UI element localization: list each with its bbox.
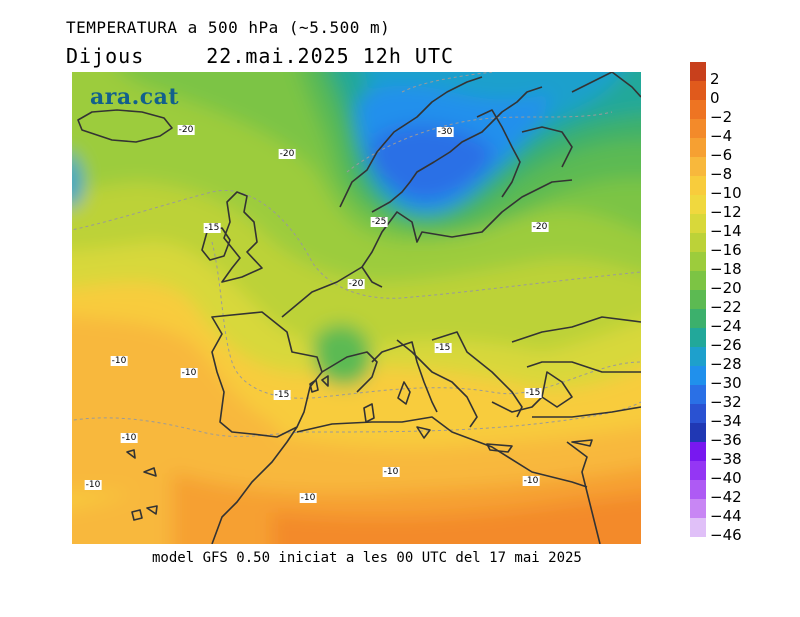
temperature-map: ara.cat -20 -20 -30 -25 -15 -20 -20 -15 … [72,72,641,544]
contour-label: -10 [522,476,540,486]
legend-label: −24 [710,317,742,335]
contour-label: -10 [110,356,128,366]
legend-swatch [690,385,706,404]
legend-label: −26 [710,336,742,354]
contour-label: -15 [524,388,542,398]
legend-swatch [690,81,706,100]
legend-swatch [690,157,706,176]
legend-swatch [690,233,706,252]
legend-swatch [690,252,706,271]
contour-label: -10 [180,368,198,378]
legend-swatch [690,119,706,138]
legend-label: −32 [710,393,742,411]
legend-swatch [690,138,706,157]
legend-label: −18 [710,260,742,278]
forecast-day: Dijous [66,44,145,68]
map-field [72,72,641,544]
legend-label: −30 [710,374,742,392]
dashed-isotherms [72,72,641,437]
legend-label: −22 [710,298,742,316]
legend-label: −4 [710,127,733,145]
model-info: model GFS 0.50 iniciat a les 00 UTC del … [152,550,582,566]
legend-label: −14 [710,222,742,240]
contour-label: -10 [120,433,138,443]
color-scale-labels: 2 0 −2 −4 −6 −8 −10 −12 −14 −16 −18 −20 −22 −24 −26 −28… [710,70,742,545]
contour-label: -20 [347,279,365,289]
contour-label: -20 [177,125,195,135]
map-title: TEMPERATURA a 500 hPa (~5.500 m) [66,18,391,37]
legend-label: −2 [710,108,733,126]
map-datetime: Dijous 22.mai.2025 12h UTC [66,44,454,68]
contour-label: -20 [278,149,296,159]
legend-label: −16 [710,241,742,259]
legend-swatch [690,518,706,537]
contour-label: -25 [370,217,388,227]
contour-label: -15 [273,390,291,400]
contour-label: -10 [382,467,400,477]
legend-swatch [690,176,706,195]
contour-label: -20 [531,222,549,232]
legend-swatch [690,461,706,480]
legend-label: −44 [710,507,742,525]
legend-label: −10 [710,184,742,202]
forecast-time: 22.mai.2025 12h UTC [206,44,455,68]
contour-label: -15 [434,343,452,353]
legend-label: −12 [710,203,742,221]
legend-label: −28 [710,355,742,373]
legend-swatch [690,271,706,290]
legend-label: 0 [710,89,720,107]
legend-swatch [690,423,706,442]
legend-label: −46 [710,526,742,544]
color-scale-bar [690,62,706,537]
legend-swatch [690,480,706,499]
temperature-field [72,72,641,544]
contour-label: -15 [203,223,221,233]
legend-label: −20 [710,279,742,297]
contour-label: -10 [84,480,102,490]
legend-label: −40 [710,469,742,487]
legend-swatch [690,214,706,233]
legend-swatch [690,309,706,328]
legend-swatch [690,404,706,423]
legend-swatch [690,290,706,309]
legend-swatch [690,100,706,119]
legend-swatch [690,442,706,461]
legend-label: −34 [710,412,742,430]
coastlines [77,72,641,544]
contour-label: -30 [436,127,454,137]
contour-label: -10 [299,493,317,503]
ara-cat-logo: ara.cat [90,84,180,110]
legend-label: −42 [710,488,742,506]
legend-label: −6 [710,146,733,164]
legend-swatch [690,499,706,518]
legend-swatch [690,366,706,385]
legend-label: −36 [710,431,742,449]
legend-label: −38 [710,450,742,468]
legend-swatch [690,347,706,366]
legend-swatch [690,62,706,81]
legend-swatch [690,328,706,347]
legend-swatch [690,195,706,214]
legend-label: 2 [710,70,720,88]
legend-label: −8 [710,165,733,183]
